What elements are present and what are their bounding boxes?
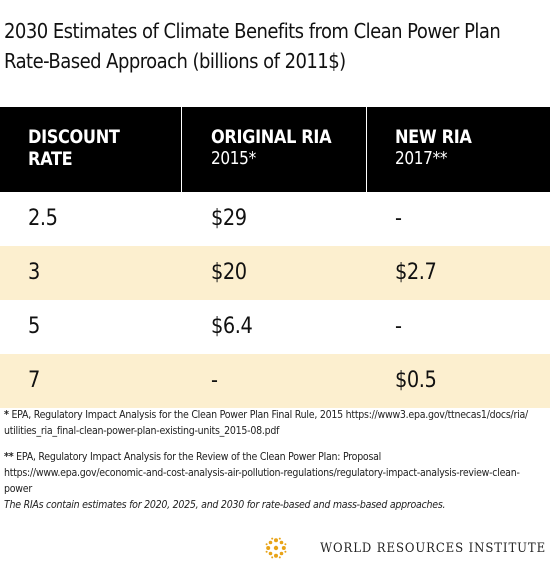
cell-new-ria: $2.7 [395,260,437,285]
header-divider [366,107,367,192]
footer: WORLD RESOURCES INSTITUTE [265,537,546,559]
cell-original-ria: - [211,368,218,393]
header-original-ria: ORIGINAL RIA 2015* [211,126,352,170]
footnotes: * EPA, Regulatory Impact Analysis for th… [4,407,550,513]
footnote-1-url: utilities_ria_final-clean-power-plan-exi… [4,424,280,437]
header-discount-rate: DISCOUNT RATE [28,126,136,170]
table-row: 7 - $0.5 [0,354,550,408]
header-new-ria: NEW RIA 2017** [395,126,485,170]
table-row: 3 $20 $2.7 [0,246,550,300]
table-row: 5 $6.4 - [0,300,550,354]
cell-original-ria: $29 [211,206,247,231]
header-original-ria-title: ORIGINAL RIA [211,126,332,148]
header-original-ria-year: 2015* [211,148,256,169]
footnote-1-text: EPA, Regulatory Impact Analysis for the … [8,408,528,421]
header-discount-rate-line2: RATE [28,148,73,170]
footnote-2: ** EPA, Regulatory Impact Analysis for t… [4,449,546,497]
header-new-ria-title: NEW RIA [395,126,472,148]
cell-original-ria: $6.4 [211,314,253,339]
cell-discount-rate: 7 [28,368,40,393]
header-new-ria-year: 2017** [395,148,448,169]
cell-new-ria: - [395,314,402,339]
chart-title: 2030 Estimates of Climate Benefits from … [4,16,544,76]
cell-discount-rate: 3 [28,260,40,285]
title-line-1: 2030 Estimates of Climate Benefits from … [4,19,501,43]
table-body: 2.5 $29 - 3 $20 $2.7 5 $6.4 - 7 - $0.5 [0,192,550,408]
header-discount-rate-line1: DISCOUNT [28,126,120,148]
cell-new-ria: - [395,206,402,231]
footnote-3: The RIAs contain estimates for 2020, 202… [4,498,446,511]
cell-new-ria: $0.5 [395,368,437,393]
table-row: 2.5 $29 - [0,192,550,246]
cell-original-ria: $20 [211,260,247,285]
org-name: WORLD RESOURCES INSTITUTE [320,540,546,556]
benefits-table: DISCOUNT RATE ORIGINAL RIA 2015* NEW RIA… [0,107,550,408]
cell-discount-rate: 2.5 [28,206,58,231]
header-divider [181,107,182,192]
cell-discount-rate: 5 [28,314,40,339]
table-header-row: DISCOUNT RATE ORIGINAL RIA 2015* NEW RIA… [0,107,550,192]
footnote-2-url: https://www.epa.gov/economic-and-cost-an… [4,466,520,495]
wri-logo-icon [265,537,287,559]
title-line-2: Rate-Based Approach (billions of 2011$) [4,49,346,73]
footnote-1-mark: * [4,408,9,421]
footnote-2-text: EPA, Regulatory Impact Analysis for the … [13,450,382,463]
footnote-1: * EPA, Regulatory Impact Analysis for th… [4,407,546,439]
footnote-2-mark: ** [4,450,14,463]
